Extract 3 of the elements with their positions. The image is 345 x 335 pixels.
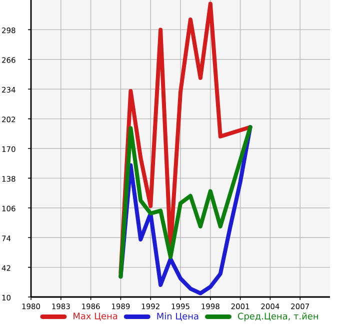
legend-label: Сред.Цена, т.йен	[238, 312, 318, 322]
legend-label: Min Цена	[157, 312, 198, 321]
legend-label: Max Цена	[74, 312, 118, 321]
